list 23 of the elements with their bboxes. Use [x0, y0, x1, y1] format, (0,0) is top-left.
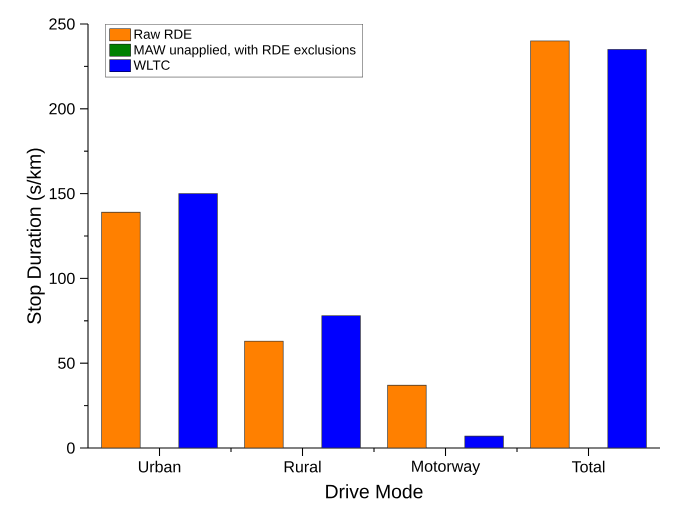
bar	[321, 315, 361, 448]
y-tick-label: 50	[58, 358, 75, 369]
bar	[387, 384, 427, 448]
x-axis-title: Drive Mode	[326, 484, 423, 498]
bar	[101, 212, 141, 448]
legend-label: WLTC	[134, 60, 170, 70]
y-tick-label: 200	[49, 103, 75, 114]
bar	[607, 49, 647, 448]
y-axis-title: Stop Duration (s/km)	[26, 148, 45, 324]
legend-label: MAW unapplied, with RDE exclusions	[134, 44, 356, 58]
x-tick-label: Motorway	[412, 460, 480, 476]
x-tick-label: Urban	[138, 460, 180, 472]
bar	[464, 436, 504, 448]
y-tick-label: 100	[50, 272, 75, 284]
x-tick-label: Rural	[284, 460, 321, 472]
bar	[530, 40, 570, 448]
y-tick-label: 0	[67, 442, 75, 454]
y-tick-label: 150	[50, 188, 75, 200]
legend-label: Raw RDE	[134, 30, 192, 39]
bar	[178, 193, 218, 448]
bar	[244, 340, 284, 448]
y-tick-label: 250	[49, 18, 75, 30]
x-tick-label: Total	[572, 460, 604, 472]
